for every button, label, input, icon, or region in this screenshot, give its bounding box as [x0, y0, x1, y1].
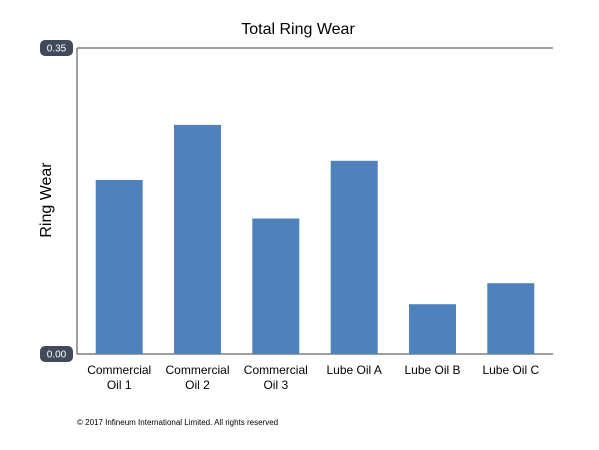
- x-tick-label-line: Oil 3: [263, 378, 288, 392]
- x-tick-label-line: Lube Oil C: [482, 363, 539, 377]
- x-tick-label-line: Oil 1: [107, 378, 132, 392]
- x-tick-label-line: Oil 2: [185, 378, 210, 392]
- x-tick-label: Commercial Oil 1: [87, 363, 151, 392]
- copyright-footer: © 2017 Infineum International Limited. A…: [77, 418, 279, 427]
- bar: [95, 180, 143, 354]
- bar: [330, 160, 378, 354]
- y-tick-badge: [40, 346, 73, 362]
- y-tick-label: 0.35: [47, 44, 67, 55]
- x-tick-label-line: Commercial: [87, 363, 151, 377]
- x-tick-label: Lube Oil B: [404, 363, 460, 377]
- bar-chart: Total Ring Wear Ring Wear Commercial Oil …: [38, 21, 553, 392]
- x-tick-label-line: Lube Oil B: [404, 363, 460, 377]
- chart-title: Total Ring Wear: [241, 21, 355, 38]
- bar: [174, 124, 221, 355]
- x-tick-label: Commercial Oil 2: [165, 363, 229, 392]
- chart-axes: [76, 47, 553, 355]
- bar: [252, 218, 300, 354]
- y-axis-label: Ring Wear: [38, 162, 55, 238]
- y-tick-label: 0.00: [47, 350, 67, 361]
- x-tick-label-line: Lube Oil A: [327, 363, 382, 377]
- y-tick-badge: [40, 40, 73, 56]
- chart-bars: [95, 124, 535, 355]
- bar: [409, 304, 456, 354]
- x-tick-label: Commercial Oil 3: [244, 363, 308, 392]
- x-tick-label: Lube Oil A: [327, 363, 382, 377]
- x-tick-label-line: Commercial: [165, 363, 229, 377]
- y-tick-labels: 0.35 0.00: [40, 40, 73, 362]
- x-tick-label: Lube Oil C: [482, 363, 539, 377]
- bar: [487, 283, 535, 354]
- x-tick-label-line: Commercial: [244, 363, 308, 377]
